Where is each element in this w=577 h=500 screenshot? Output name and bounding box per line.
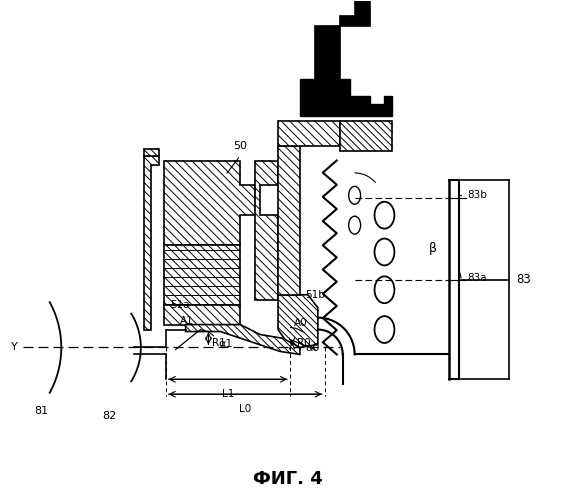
Polygon shape bbox=[278, 294, 318, 348]
Text: A0: A0 bbox=[294, 318, 308, 328]
Polygon shape bbox=[144, 148, 159, 156]
Polygon shape bbox=[144, 156, 159, 330]
Polygon shape bbox=[340, 120, 392, 150]
Polygon shape bbox=[315, 26, 340, 79]
Text: R0: R0 bbox=[297, 338, 310, 348]
Text: 83: 83 bbox=[517, 274, 531, 286]
Text: A1: A1 bbox=[179, 316, 193, 326]
Text: α0: α0 bbox=[305, 344, 319, 353]
Polygon shape bbox=[186, 324, 300, 354]
Text: 83a: 83a bbox=[467, 273, 486, 283]
Text: 51a: 51a bbox=[171, 300, 190, 310]
Text: R1: R1 bbox=[212, 338, 226, 348]
Text: α1: α1 bbox=[218, 340, 233, 349]
Text: 51b: 51b bbox=[305, 290, 325, 300]
Text: L1: L1 bbox=[222, 389, 234, 399]
Polygon shape bbox=[300, 79, 392, 116]
Text: 81: 81 bbox=[34, 406, 48, 416]
Text: 83b: 83b bbox=[467, 190, 487, 200]
Polygon shape bbox=[340, 16, 369, 26]
Text: 50: 50 bbox=[233, 140, 248, 150]
Polygon shape bbox=[278, 146, 300, 294]
Text: L0: L0 bbox=[239, 404, 252, 414]
Text: 82: 82 bbox=[102, 411, 116, 421]
Polygon shape bbox=[355, 2, 369, 16]
Polygon shape bbox=[164, 160, 255, 245]
Polygon shape bbox=[255, 160, 278, 300]
Polygon shape bbox=[164, 304, 240, 324]
Text: β: β bbox=[429, 242, 437, 254]
Text: Y: Y bbox=[11, 342, 18, 352]
Text: ФИГ. 4: ФИГ. 4 bbox=[253, 470, 323, 488]
Polygon shape bbox=[278, 120, 340, 146]
Polygon shape bbox=[164, 245, 240, 304]
